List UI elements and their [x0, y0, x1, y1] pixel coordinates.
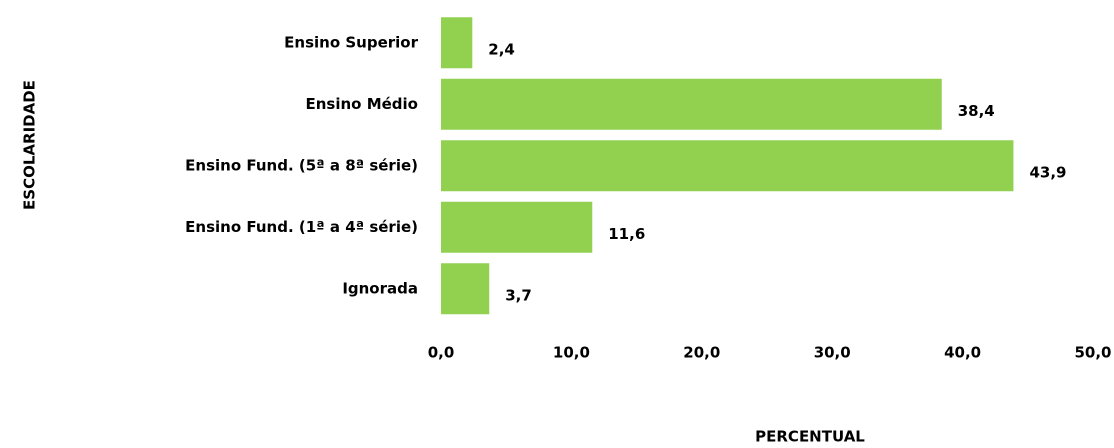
y-axis-label: ESCOLARIDADE	[21, 80, 39, 210]
y-tick-label: Ensino Fund. (5ª a 8ª série)	[185, 156, 418, 174]
bar	[441, 140, 1014, 192]
bar	[441, 201, 593, 253]
x-tick-label: 40,0	[944, 344, 981, 362]
bar	[441, 78, 942, 130]
y-tick-label: Ensino Médio	[306, 95, 419, 113]
x-axis-label: PERCENTUAL	[755, 428, 865, 446]
x-tick-label: 0,0	[428, 344, 455, 362]
bar	[441, 17, 473, 69]
y-tick-label: Ignorada	[342, 279, 418, 297]
data-label: 38,4	[958, 102, 995, 120]
data-label: 2,4	[488, 40, 515, 58]
x-tick-label: 10,0	[553, 344, 590, 362]
data-label: 43,9	[1029, 163, 1066, 181]
y-tick-label: Ensino Superior	[284, 33, 418, 51]
y-tick-label: Ensino Fund. (1ª a 4ª série)	[185, 218, 418, 236]
x-tick-label: 20,0	[683, 344, 720, 362]
x-tick-label: 50,0	[1074, 344, 1111, 362]
data-label: 3,7	[505, 286, 532, 304]
x-tick-label: 30,0	[814, 344, 851, 362]
bar	[441, 263, 490, 315]
data-label: 11,6	[608, 225, 645, 243]
